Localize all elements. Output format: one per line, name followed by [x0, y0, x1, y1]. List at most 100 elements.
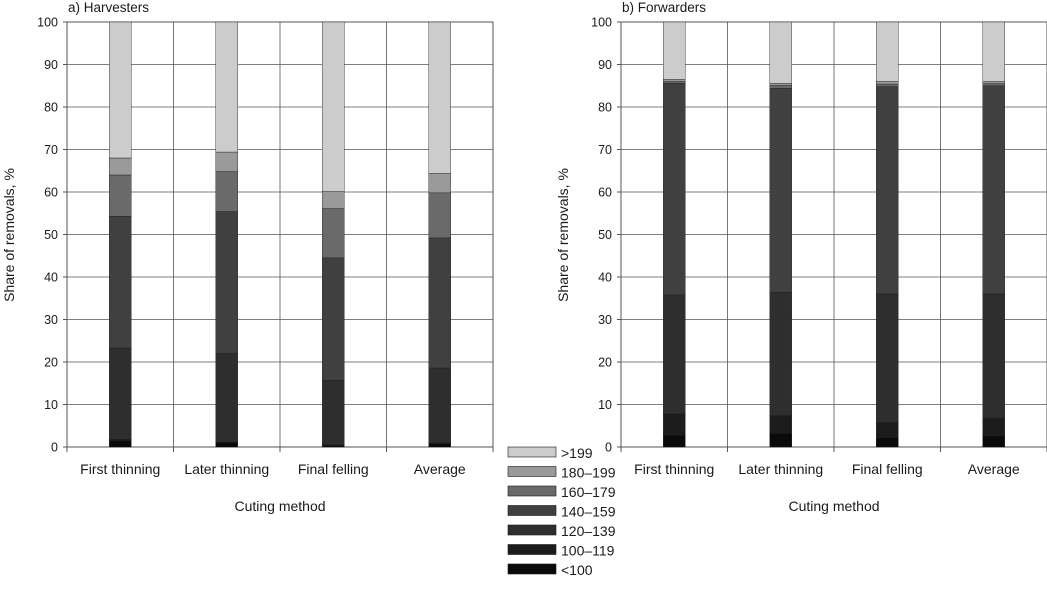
legend-label: 140–159 — [561, 504, 616, 520]
bar-segment — [663, 434, 686, 448]
bar-segment — [322, 208, 345, 259]
bar-segment — [876, 422, 899, 438]
bar-segment — [109, 440, 132, 448]
bar-segment — [769, 88, 792, 293]
bar-segment — [876, 83, 899, 87]
legend-label: 120–139 — [561, 523, 616, 539]
bar-segment — [982, 85, 1005, 295]
bar-segment — [322, 257, 345, 381]
y-tick-label: 10 — [44, 398, 58, 412]
legend-swatch — [507, 485, 557, 497]
category-label: Average — [968, 461, 1020, 477]
bar-segment — [769, 292, 792, 416]
y-tick-label: 0 — [605, 441, 612, 455]
bar-segment — [876, 21, 899, 82]
category-label: Average — [414, 461, 466, 477]
y-tick-label: 10 — [598, 398, 612, 412]
bar-segment — [663, 82, 686, 296]
bar-segment — [769, 415, 792, 434]
category-label: Later thinning — [738, 461, 823, 477]
y-tick-label: 80 — [598, 101, 612, 115]
bar-segment — [663, 413, 686, 436]
y-tick-label: 40 — [44, 271, 58, 285]
bar-segment — [322, 380, 345, 446]
bar-segment — [876, 437, 899, 448]
y-tick-label: 90 — [598, 58, 612, 72]
legend-swatch — [507, 563, 557, 575]
bar-segment — [769, 21, 792, 84]
legend: >199 180–199 160–179 140–159 120–139 100–119 <… — [507, 445, 616, 578]
bar-segment — [982, 293, 1005, 419]
bar-segment — [322, 21, 345, 192]
bar-segment — [215, 211, 238, 354]
bar-segment — [663, 294, 686, 415]
bar-segment — [428, 192, 451, 239]
y-tick-label: 0 — [51, 441, 58, 455]
bar-segment — [663, 79, 686, 82]
x-axis-label: Cuting method — [788, 498, 879, 514]
legend-swatch — [507, 505, 557, 516]
legend-swatch — [507, 544, 557, 555]
legend-swatch — [507, 524, 557, 536]
y-tick-label: 30 — [44, 313, 58, 327]
y-tick-label: 70 — [598, 143, 612, 157]
panel-forwarders: b) Forwarders Share of removals, % Cutin… — [555, 0, 1047, 514]
category-label: Later thinning — [184, 461, 269, 477]
bar-segment — [663, 21, 686, 80]
bar-segment — [876, 86, 899, 295]
legend-label: 180–199 — [561, 465, 616, 481]
y-tick-label: 50 — [598, 228, 612, 242]
y-axis-label: Share of removals, % — [1, 168, 17, 302]
bar-segment — [769, 433, 792, 448]
y-tick-label: 90 — [44, 58, 58, 72]
x-axis-label: Cuting method — [234, 498, 325, 514]
bar-segment — [109, 157, 132, 176]
bar-segment — [982, 435, 1005, 448]
y-tick-label: 60 — [598, 186, 612, 200]
bar-segment — [428, 367, 451, 443]
panel-title: a) Harvesters — [68, 0, 149, 15]
category-label: First thinning — [634, 461, 714, 477]
bar-segment — [982, 21, 1005, 82]
y-tick-label: 60 — [44, 186, 58, 200]
bar-segment — [876, 293, 899, 423]
bar-segment — [428, 173, 451, 194]
y-tick-label: 100 — [591, 16, 612, 30]
y-tick-label: 70 — [44, 143, 58, 157]
bar-segment — [769, 85, 792, 89]
legend-label: 160–179 — [561, 484, 616, 500]
bar-segment — [109, 21, 132, 159]
y-tick-label: 40 — [598, 271, 612, 285]
panel-harvesters: a) Harvesters Share of removals, % Cutin… — [1, 0, 494, 514]
bar-segment — [109, 347, 132, 440]
bar-segment — [215, 21, 238, 153]
category-label: First thinning — [80, 461, 160, 477]
bar-segment — [982, 83, 1005, 86]
bar-segment — [215, 151, 238, 172]
legend-label: <100 — [561, 562, 593, 578]
bar-segment — [876, 81, 899, 85]
bar-segment — [428, 21, 451, 174]
bar-segment — [215, 353, 238, 443]
bar-segment — [769, 82, 792, 86]
bar-segment — [109, 216, 132, 349]
category-label: Final felling — [852, 461, 923, 477]
plot-area-harvesters: 0 10 20 30 40 50 60 70 80 90 100 First thinning Late… — [37, 16, 494, 477]
y-tick-label: 20 — [598, 356, 612, 370]
y-tick-label: 30 — [598, 313, 612, 327]
bar-segment — [428, 443, 451, 448]
y-tick-label: 50 — [44, 228, 58, 242]
bar-segment — [982, 81, 1005, 84]
bar-segment — [215, 171, 238, 212]
bar-segment — [428, 237, 451, 369]
plot-area-forwarders: 0 10 20 30 40 50 60 70 80 90 100 First thinning Late… — [591, 16, 1047, 477]
y-tick-label: 100 — [37, 16, 58, 30]
legend-label: 100–119 — [561, 543, 615, 559]
bar-segment — [215, 442, 238, 448]
bar-segment — [109, 174, 132, 217]
category-label: Final felling — [298, 461, 369, 477]
legend-swatch — [507, 446, 557, 458]
panel-title: b) Forwarders — [622, 0, 706, 15]
y-tick-label: 20 — [44, 356, 58, 370]
